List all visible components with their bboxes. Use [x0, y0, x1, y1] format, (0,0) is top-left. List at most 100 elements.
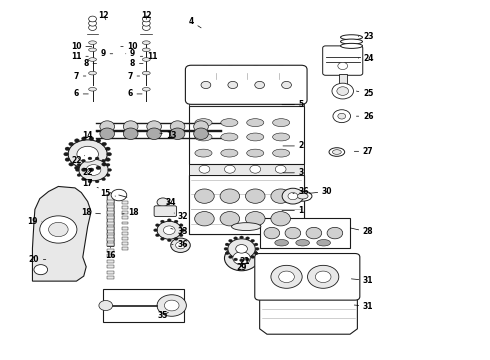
- Circle shape: [81, 168, 86, 171]
- Bar: [107, 222, 114, 225]
- Text: 13: 13: [160, 131, 177, 140]
- Ellipse shape: [221, 119, 238, 127]
- Circle shape: [101, 178, 105, 181]
- Ellipse shape: [341, 43, 363, 48]
- Circle shape: [181, 229, 185, 231]
- Circle shape: [240, 236, 244, 239]
- Circle shape: [160, 238, 164, 240]
- Ellipse shape: [297, 193, 308, 199]
- Circle shape: [74, 139, 79, 142]
- Circle shape: [272, 66, 290, 79]
- Ellipse shape: [275, 239, 289, 246]
- Circle shape: [95, 157, 99, 160]
- Circle shape: [234, 237, 238, 240]
- Bar: [122, 242, 128, 245]
- Circle shape: [247, 80, 265, 93]
- Text: 8: 8: [130, 59, 143, 68]
- Text: 28: 28: [350, 228, 373, 237]
- Text: 20: 20: [29, 255, 46, 264]
- Circle shape: [101, 159, 105, 162]
- Circle shape: [195, 189, 214, 203]
- Ellipse shape: [195, 119, 212, 127]
- Text: 12: 12: [141, 10, 151, 19]
- FancyBboxPatch shape: [154, 206, 176, 217]
- Circle shape: [254, 252, 258, 255]
- Text: 34: 34: [166, 198, 176, 207]
- Text: 32: 32: [174, 212, 188, 221]
- Circle shape: [107, 152, 112, 156]
- Circle shape: [240, 259, 244, 262]
- Circle shape: [143, 21, 150, 26]
- Text: 31: 31: [354, 302, 373, 311]
- Ellipse shape: [221, 133, 238, 141]
- Text: 27: 27: [354, 147, 373, 156]
- Circle shape: [233, 252, 250, 265]
- Bar: [107, 238, 114, 241]
- Ellipse shape: [170, 121, 185, 132]
- Text: 25: 25: [356, 89, 373, 98]
- Ellipse shape: [143, 71, 150, 75]
- Circle shape: [77, 163, 81, 166]
- Bar: [189, 164, 304, 175]
- Circle shape: [88, 157, 92, 160]
- Circle shape: [338, 62, 347, 69]
- Circle shape: [157, 198, 169, 207]
- Ellipse shape: [143, 87, 150, 91]
- Ellipse shape: [296, 239, 310, 246]
- Circle shape: [255, 81, 265, 89]
- Text: 1: 1: [282, 206, 304, 215]
- Circle shape: [96, 166, 101, 170]
- Bar: [122, 211, 128, 214]
- Circle shape: [338, 113, 345, 119]
- Circle shape: [171, 238, 190, 252]
- Ellipse shape: [143, 58, 150, 61]
- Ellipse shape: [194, 121, 208, 132]
- Bar: [189, 175, 304, 234]
- Circle shape: [220, 212, 240, 226]
- Text: 35: 35: [158, 311, 169, 320]
- Ellipse shape: [221, 149, 238, 157]
- Bar: [122, 221, 128, 224]
- Circle shape: [234, 258, 238, 261]
- Text: 2: 2: [283, 141, 304, 150]
- Circle shape: [306, 227, 322, 239]
- Text: 29: 29: [236, 264, 247, 273]
- Circle shape: [88, 180, 92, 183]
- Circle shape: [196, 66, 214, 79]
- Circle shape: [228, 239, 255, 259]
- Circle shape: [308, 265, 339, 288]
- Bar: [107, 255, 114, 257]
- Ellipse shape: [170, 128, 185, 139]
- Ellipse shape: [272, 119, 290, 127]
- Text: 11: 11: [71, 52, 88, 61]
- Circle shape: [221, 66, 239, 79]
- Ellipse shape: [147, 121, 161, 132]
- Circle shape: [86, 165, 101, 175]
- Circle shape: [65, 158, 70, 161]
- Circle shape: [167, 219, 171, 222]
- Circle shape: [228, 81, 238, 89]
- Bar: [122, 201, 128, 204]
- Bar: [107, 227, 114, 230]
- Text: 16: 16: [105, 247, 116, 260]
- Circle shape: [199, 165, 210, 173]
- Text: 23: 23: [358, 32, 373, 41]
- Bar: [122, 227, 128, 230]
- Circle shape: [271, 189, 291, 203]
- Text: 6: 6: [127, 89, 142, 98]
- Circle shape: [282, 81, 292, 89]
- Bar: [260, 218, 350, 248]
- Text: 11: 11: [140, 52, 157, 61]
- Text: 17: 17: [82, 179, 98, 188]
- Ellipse shape: [194, 128, 208, 139]
- Circle shape: [75, 168, 79, 171]
- Circle shape: [272, 80, 290, 93]
- Circle shape: [228, 256, 232, 258]
- Text: 24: 24: [358, 54, 373, 63]
- Circle shape: [40, 216, 77, 243]
- Circle shape: [89, 21, 97, 26]
- Circle shape: [333, 110, 350, 123]
- Circle shape: [245, 212, 265, 226]
- Text: 30: 30: [309, 187, 332, 196]
- Circle shape: [99, 301, 113, 311]
